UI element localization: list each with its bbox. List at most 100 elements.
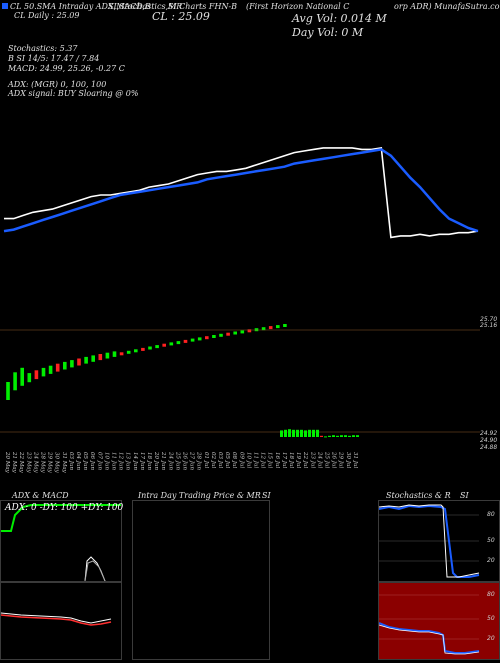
macd-bar xyxy=(292,429,295,437)
adx-minus-line xyxy=(84,556,106,582)
candle xyxy=(148,346,152,350)
candle xyxy=(183,339,188,343)
macd-bar xyxy=(340,435,343,437)
date-tick-label: 03 Jun xyxy=(68,452,74,470)
rsi-panel: 80 50 20 xyxy=(378,582,500,660)
date-tick-label: 23 May xyxy=(25,451,31,474)
date-tick-label: 01 Jul xyxy=(203,452,209,468)
candle xyxy=(226,332,230,336)
close-label: CL : 25.09 xyxy=(152,10,210,23)
adx-svg xyxy=(1,504,121,582)
candle xyxy=(268,326,273,330)
sma-line xyxy=(3,148,479,233)
candle xyxy=(212,335,216,338)
adx-legend: ADX: 0 -DY: 100 +DY: 100 xyxy=(5,503,124,513)
candle xyxy=(176,341,181,345)
candle xyxy=(240,330,245,334)
price-level-lower3: 24.88 xyxy=(480,444,498,451)
macd-bar xyxy=(280,430,283,437)
macd-label: MACD: 24.99, 25.26, -0.27 C xyxy=(8,64,125,73)
stoch-tick-50: 50 xyxy=(487,537,495,544)
macd-bar xyxy=(324,436,327,438)
rsi-tick-50: 50 xyxy=(487,615,495,622)
candle xyxy=(247,329,252,333)
date-tick-label: 31 May xyxy=(61,452,67,474)
adx-panel-title: ADX & MACD xyxy=(12,491,69,500)
candle xyxy=(276,325,280,329)
date-tick-label: 10 Jun xyxy=(103,452,109,470)
date-tick-label: 13 Jun xyxy=(125,452,131,470)
date-tick-label: 29 May xyxy=(47,451,53,474)
date-tick-label: 26 Jul xyxy=(331,451,337,468)
date-tick-label: 25 Jul xyxy=(324,451,330,468)
price-line xyxy=(4,146,479,239)
macd-bar xyxy=(336,435,339,437)
date-tick-label: 11 Jul xyxy=(253,452,259,468)
candle xyxy=(190,338,195,342)
macd-bar xyxy=(352,435,355,437)
rsi-tick-20: 20 xyxy=(487,635,495,642)
date-tick-label: 12 Jun xyxy=(118,452,124,470)
date-tick-label: 05 Jun xyxy=(82,452,88,470)
rsi-svg xyxy=(378,594,480,655)
date-tick-label: 21 May xyxy=(11,451,17,474)
date-tick-label: 16 Jul xyxy=(274,452,280,468)
macd-signal-line xyxy=(0,614,112,626)
company-line2: orp ADR) MunafaSutra.com xyxy=(394,2,500,11)
adx-plus-line xyxy=(1,504,121,532)
candle xyxy=(233,331,237,335)
legend-swatch xyxy=(2,3,8,9)
candle xyxy=(6,382,10,400)
date-tick-label: 28 May xyxy=(40,451,46,474)
candle xyxy=(134,349,138,353)
macd-bar xyxy=(328,435,331,437)
date-tick-label: 10 Jul xyxy=(245,452,251,468)
intraday-panel xyxy=(132,500,270,660)
macd-bar xyxy=(284,429,287,437)
date-tick-label: 23 Jul xyxy=(309,451,315,468)
date-tick-label: 22 Jul xyxy=(302,451,308,468)
stoch-label: Stochastics: 5.37 xyxy=(8,44,78,53)
date-tick-label: 29 Jul xyxy=(338,451,344,468)
date-tick-label: 18 Jul xyxy=(288,452,294,468)
date-tick-label: 19 Jul xyxy=(295,452,301,468)
date-tick-label: 22 May xyxy=(18,451,24,474)
company-line: (First Horizon National C xyxy=(246,2,350,11)
candle xyxy=(98,354,103,361)
date-tick-label: 17 Jun xyxy=(139,452,145,470)
macd-bar xyxy=(356,435,359,437)
stoch-panel-title: Stochastics & R xyxy=(386,491,451,500)
date-tick-label: 25 Jun xyxy=(174,451,180,470)
date-tick-label: 20 May xyxy=(4,451,10,474)
ticker-line: SI,Stochastics,MR xyxy=(108,2,183,11)
date-tick-label: 30 May xyxy=(54,452,60,474)
macd-bar xyxy=(288,429,291,437)
candle xyxy=(105,352,110,359)
avg-vol: Avg Vol: 0.014 M xyxy=(292,12,387,25)
date-tick-label: 07 Jun xyxy=(96,452,102,470)
date-tick-label: 24 Jul xyxy=(316,451,322,468)
macd-panel xyxy=(0,582,122,660)
rsi-tick-80: 80 xyxy=(487,591,495,598)
candle xyxy=(219,333,223,337)
candle xyxy=(20,367,24,386)
stoch-values: B SI 14/5: 17.47 / 7.84 xyxy=(8,54,100,63)
macd-bar xyxy=(344,435,347,437)
candle xyxy=(162,343,166,347)
stoch-tick-80: 80 xyxy=(487,511,495,518)
date-tick-label: 15 Jul xyxy=(267,452,273,468)
candle xyxy=(112,351,117,357)
rsi-line2 xyxy=(378,624,480,655)
candle xyxy=(261,327,266,331)
date-tick-label: 20 Jun xyxy=(153,451,159,470)
macd-bar xyxy=(320,435,323,437)
intraday-panel-title: Intra Day Trading Price & MR xyxy=(138,491,261,500)
macd-bar xyxy=(316,429,319,437)
candle xyxy=(283,324,287,327)
date-tick-label: 11 Jun xyxy=(111,452,117,470)
stoch-d-line xyxy=(378,504,480,578)
adx-signal: ADX signal: BUY Sloaring @ 0% xyxy=(8,89,139,98)
date-tick-label: 26 Jun xyxy=(182,451,188,470)
candle xyxy=(91,355,95,362)
price-level-lower: 24.92 xyxy=(480,430,498,437)
